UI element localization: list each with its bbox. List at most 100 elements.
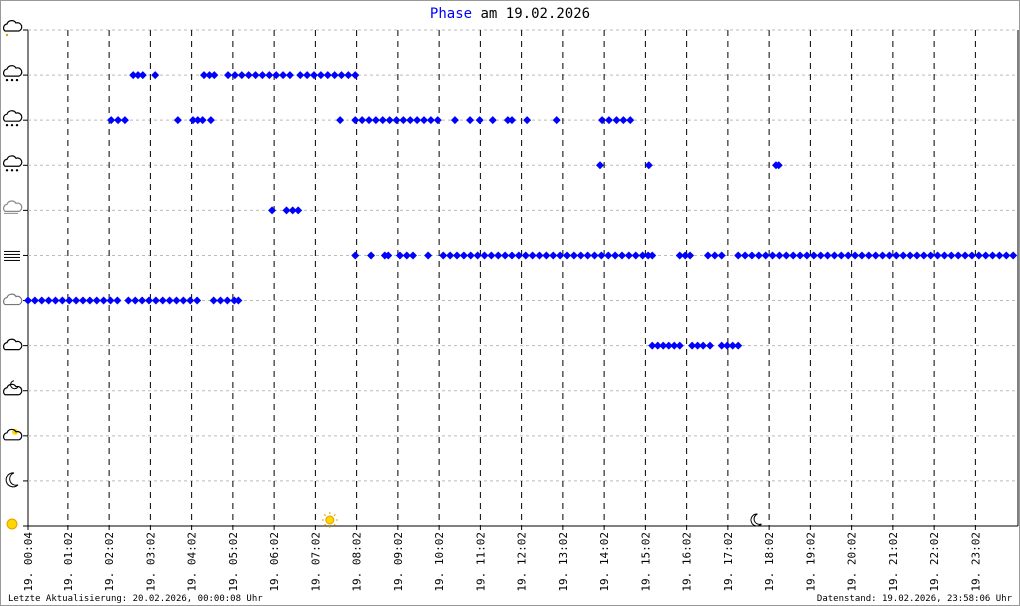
precip-dot <box>5 123 9 127</box>
point <box>699 341 708 350</box>
chart-title: Phase am 19.02.2026 <box>430 6 590 22</box>
x-tick-label: 19. 08:02 <box>351 532 364 592</box>
point <box>596 161 604 170</box>
cloud-icon <box>3 200 23 212</box>
precip-dot <box>5 33 9 37</box>
point <box>358 116 367 125</box>
x-tick-label: 19. 10:02 <box>433 532 446 592</box>
point <box>134 71 142 80</box>
point <box>569 251 578 260</box>
point <box>528 251 537 260</box>
cloud-icon <box>3 293 23 306</box>
point <box>583 251 592 260</box>
x-tick-label: 19. 16:02 <box>681 532 694 592</box>
point <box>542 251 551 260</box>
point <box>675 341 684 350</box>
point <box>124 296 133 305</box>
point <box>210 71 219 80</box>
point <box>310 71 318 80</box>
point <box>761 251 770 260</box>
point <box>323 71 332 80</box>
point <box>681 251 690 260</box>
point <box>659 341 668 350</box>
point <box>988 251 997 260</box>
point <box>114 116 123 125</box>
y-icon <box>3 338 23 351</box>
point <box>99 296 108 305</box>
point <box>919 251 928 260</box>
point <box>193 296 202 305</box>
point <box>475 116 484 125</box>
title-date: am 19.02.2026 <box>481 6 591 22</box>
point <box>717 251 726 260</box>
point <box>648 341 657 350</box>
moon-icon <box>5 472 19 488</box>
point <box>664 341 673 350</box>
point <box>294 206 303 215</box>
point <box>688 341 697 350</box>
point <box>521 251 530 260</box>
point <box>747 251 756 260</box>
point <box>710 251 719 260</box>
point <box>459 251 468 260</box>
point <box>503 116 512 125</box>
point <box>198 116 207 125</box>
point <box>961 251 970 260</box>
point <box>653 341 662 350</box>
point <box>288 206 297 215</box>
y-icon <box>3 428 23 441</box>
point <box>337 71 346 80</box>
point <box>37 296 46 305</box>
y-icon <box>3 155 23 172</box>
cloud-icon <box>3 428 23 441</box>
point <box>367 251 376 260</box>
point <box>303 71 312 80</box>
point <box>981 251 990 260</box>
point <box>230 296 239 305</box>
point <box>933 251 942 260</box>
x-tick-label: 19. 19:02 <box>804 532 817 592</box>
point <box>282 206 291 215</box>
point <box>446 251 455 260</box>
precip-dot <box>10 78 14 82</box>
point <box>644 161 653 170</box>
point <box>619 116 628 125</box>
point <box>523 116 532 125</box>
point <box>508 116 516 125</box>
point <box>837 251 846 260</box>
cloud-icon <box>3 110 23 122</box>
point <box>392 116 401 125</box>
cloud-icon <box>3 20 23 32</box>
point <box>316 71 325 80</box>
point <box>296 71 305 80</box>
point <box>129 71 138 80</box>
point <box>706 341 714 350</box>
point <box>65 296 74 305</box>
point <box>51 296 60 305</box>
point <box>1009 251 1018 260</box>
point <box>774 161 783 170</box>
point <box>158 296 167 305</box>
point <box>723 341 732 350</box>
x-tick-label: 19. 12:02 <box>516 532 529 592</box>
point <box>597 251 606 260</box>
y-icon <box>3 200 23 214</box>
point <box>206 116 215 125</box>
sun-ray <box>333 523 336 527</box>
point <box>871 251 880 260</box>
point <box>892 251 901 260</box>
y-icon <box>3 110 23 127</box>
point <box>878 251 887 260</box>
y-icon <box>3 20 23 37</box>
x-tick-label: 19. 22:02 <box>928 532 941 592</box>
point <box>466 116 475 125</box>
point <box>330 71 339 80</box>
point <box>72 296 81 305</box>
point <box>624 251 633 260</box>
precip-dot <box>10 123 14 127</box>
point <box>426 116 435 125</box>
point <box>420 116 428 125</box>
point <box>552 116 561 125</box>
footer-left: Letzte Aktualisierung: 20.02.2026, 00:00… <box>8 594 263 604</box>
